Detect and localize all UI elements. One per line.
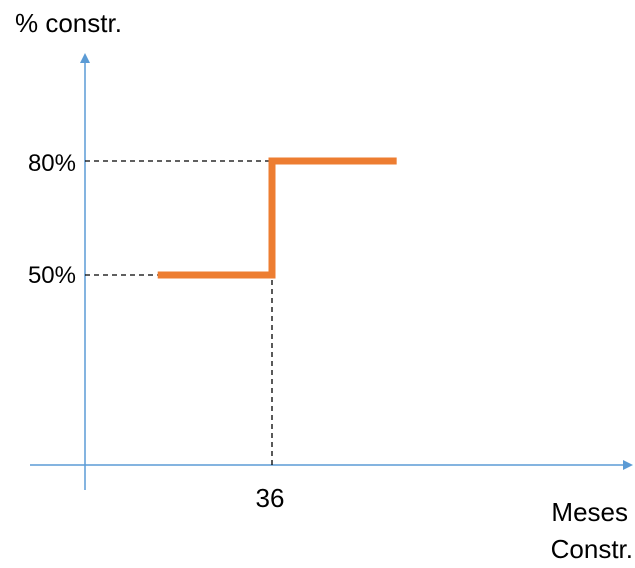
- series-layer: [157, 157, 397, 279]
- series-line-0: [157, 157, 397, 279]
- x-axis-label-line2: Constr.: [551, 534, 633, 564]
- y-tick-label-80: 80%: [28, 150, 76, 177]
- y-axis-label: % constr.: [15, 8, 122, 38]
- x-axis-label-line1: Meses: [551, 497, 628, 527]
- x-tick-label-36: 36: [256, 483, 285, 513]
- y-tick-label-50: 50%: [28, 262, 76, 289]
- reference-lines: [85, 160, 335, 465]
